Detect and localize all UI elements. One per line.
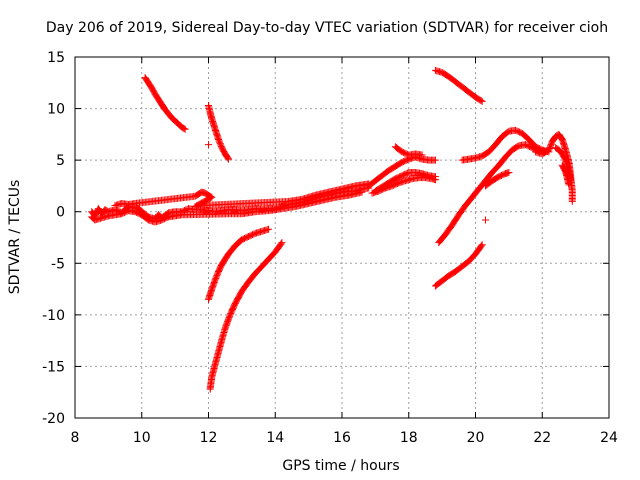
data-point-marker xyxy=(477,242,485,250)
data-point-marker xyxy=(482,216,490,224)
x-tick-label: 14 xyxy=(266,430,284,446)
data-point-marker xyxy=(418,151,426,159)
data-point-marker xyxy=(478,241,486,249)
data-point-marker xyxy=(478,97,486,105)
axis-ticks: 8 10 12 14 16 18 20 22 24 -20 -15 -10 -5 0 5 10 15 xyxy=(42,50,618,446)
data-point-marker xyxy=(205,141,212,149)
x-tick-label: 24 xyxy=(600,430,618,446)
y-tick-label: 5 xyxy=(56,153,65,169)
data-point-marker xyxy=(505,169,513,177)
series-lower-track-17-19h xyxy=(368,174,439,197)
grid-layer xyxy=(75,57,609,418)
x-tick-label: 8 xyxy=(71,430,80,446)
data-point-marker xyxy=(477,97,485,105)
data-point-marker xyxy=(431,156,439,164)
y-tick-label: 15 xyxy=(47,50,65,66)
y-tick-label: -20 xyxy=(42,411,65,427)
y-axis-title: SDTVAR / TECUs xyxy=(7,180,23,295)
data-point-marker xyxy=(277,240,285,248)
data-point-marker xyxy=(568,197,576,205)
series-near-zero-lower-band xyxy=(88,188,366,226)
y-tick-label: 10 xyxy=(47,102,65,118)
x-tick-label: 10 xyxy=(133,430,151,446)
chart-title: Day 206 of 2019, Sidereal Day-to-day VTE… xyxy=(46,20,608,36)
x-tick-label: 20 xyxy=(467,430,485,446)
series-rising-17-to-3 xyxy=(206,239,286,393)
y-tick-label: -10 xyxy=(42,308,65,324)
series-rising-8-to-2 xyxy=(205,225,273,303)
data-point-marker xyxy=(180,125,188,133)
data-point-marker xyxy=(224,154,232,162)
y-tick-label: -15 xyxy=(42,359,65,375)
data-point-marker xyxy=(278,239,286,247)
series-isolated-point-near-12h xyxy=(205,141,212,149)
data-point-marker xyxy=(565,181,573,189)
data-point-marker xyxy=(431,176,439,184)
y-tick-label: 0 xyxy=(56,205,65,221)
series-cluster-22-4-22-9h xyxy=(552,144,575,189)
series-rising-track-17-19h xyxy=(365,153,439,190)
series-near-zero-upper-band xyxy=(111,180,373,211)
series-rising-3-to-7 xyxy=(435,141,550,247)
series-upper-track-17-19h xyxy=(391,143,426,159)
series-descending-12-12-6h xyxy=(205,101,233,163)
series-rising-7-to-3 xyxy=(431,241,486,290)
data-point-marker xyxy=(358,188,366,196)
x-tick-label: 22 xyxy=(533,430,551,446)
x-tick-label: 16 xyxy=(333,430,351,446)
data-points xyxy=(88,66,576,393)
x-tick-label: 18 xyxy=(400,430,418,446)
series-isolated-point-near-20-3h xyxy=(482,216,490,224)
y-tick-label: -5 xyxy=(51,256,65,272)
series-track-20-3-21h xyxy=(482,169,513,190)
data-point-marker xyxy=(225,155,233,163)
x-tick-label: 12 xyxy=(200,430,218,446)
series-descending-10-11-3h xyxy=(141,74,189,133)
data-point-marker xyxy=(265,225,273,233)
data-point-marker xyxy=(181,125,189,133)
series-descending-18-8-20-2h xyxy=(431,66,486,105)
x-axis-title: GPS time / hours xyxy=(282,458,399,474)
